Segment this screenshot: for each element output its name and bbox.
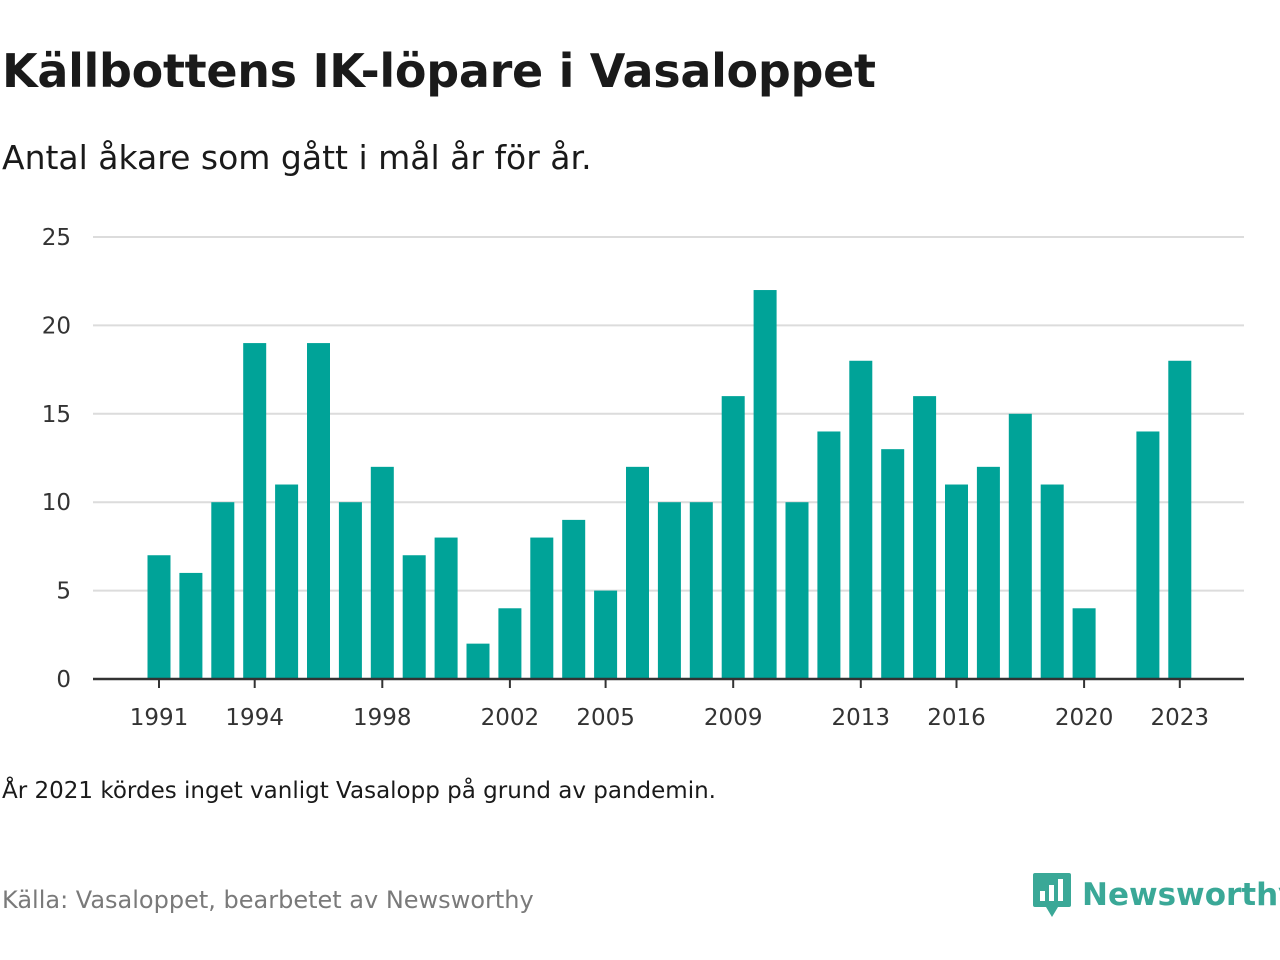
newsworthy-logo-icon <box>1033 873 1071 917</box>
bar-2013 <box>849 360 873 679</box>
x-tick-label-1991: 1991 <box>130 705 189 731</box>
bar-1992 <box>179 572 203 679</box>
bar-chart: 0 5 10 15 20 25 1991 1994 1998 2002 2005 2009 2013 2… <box>42 225 1244 731</box>
footnote: År 2021 kördes inget vanligt Vasalopp på… <box>2 778 716 804</box>
bar-2008 <box>689 502 713 679</box>
bar-2020 <box>1072 608 1096 679</box>
x-tick-label-1994: 1994 <box>225 705 284 731</box>
x-tick-label-2016: 2016 <box>927 705 986 731</box>
bar-1996 <box>307 343 330 679</box>
y-axis-labels: 0 5 10 15 20 25 <box>42 225 71 693</box>
bar-1993 <box>211 502 235 679</box>
y-tick-label-20: 20 <box>42 313 71 339</box>
bars <box>147 290 1192 679</box>
x-tick-label-2002: 2002 <box>481 705 540 731</box>
x-tick-label-2013: 2013 <box>832 705 891 731</box>
x-tick-label-1998: 1998 <box>353 705 412 731</box>
bar-2016 <box>945 484 968 679</box>
bar-2011 <box>785 502 809 679</box>
bar-2015 <box>913 396 937 679</box>
x-tick-label-2023: 2023 <box>1151 705 1210 731</box>
chart-subtitle: Antal åkare som gått i mål år för år. <box>2 138 592 177</box>
y-tick-label-10: 10 <box>42 490 71 516</box>
y-tick-label-5: 5 <box>56 579 71 605</box>
bar-2010 <box>753 290 777 679</box>
bar-2004 <box>562 519 586 679</box>
x-tick-label-2009: 2009 <box>704 705 763 731</box>
x-axis-labels: 1991 1994 1998 2002 2005 2009 2013 2016 2020 2023 <box>130 705 1209 731</box>
y-tick-label-15: 15 <box>42 402 71 428</box>
bar-2001 <box>466 643 490 679</box>
x-tick-label-2020: 2020 <box>1055 705 1114 731</box>
bar-1994 <box>243 343 267 679</box>
bar-2014 <box>881 449 905 679</box>
bar-2003 <box>530 537 554 679</box>
bar-1999 <box>402 555 426 679</box>
x-axis <box>93 677 1244 688</box>
bar-2005 <box>594 590 618 679</box>
bar-2009 <box>721 396 745 679</box>
bar-1991 <box>147 555 171 679</box>
newsworthy-logo: Newsworthy <box>1032 870 1280 920</box>
bar-2000 <box>434 537 458 679</box>
bar-2007 <box>657 502 681 679</box>
bar-2018 <box>1008 413 1032 679</box>
y-tick-label-0: 0 <box>56 667 71 693</box>
bar-2019 <box>1040 484 1064 679</box>
bar-1995 <box>275 484 299 679</box>
bar-1997 <box>338 502 362 679</box>
bar-2012 <box>817 431 841 679</box>
bar-2022 <box>1136 431 1160 679</box>
bar-2023 <box>1168 360 1192 679</box>
bar-2006 <box>626 466 649 679</box>
x-tick-label-2005: 2005 <box>576 705 635 731</box>
source-credit: Källa: Vasaloppet, bearbetet av Newswort… <box>2 886 534 914</box>
newsworthy-logo-text: Newsworthy <box>1082 877 1280 913</box>
bar-2017 <box>976 466 1000 679</box>
bar-2002 <box>498 608 522 679</box>
chart-title: Källbottens IK-löpare i Vasaloppet <box>2 44 876 98</box>
bar-1998 <box>370 466 394 679</box>
y-tick-label-25: 25 <box>42 225 71 251</box>
